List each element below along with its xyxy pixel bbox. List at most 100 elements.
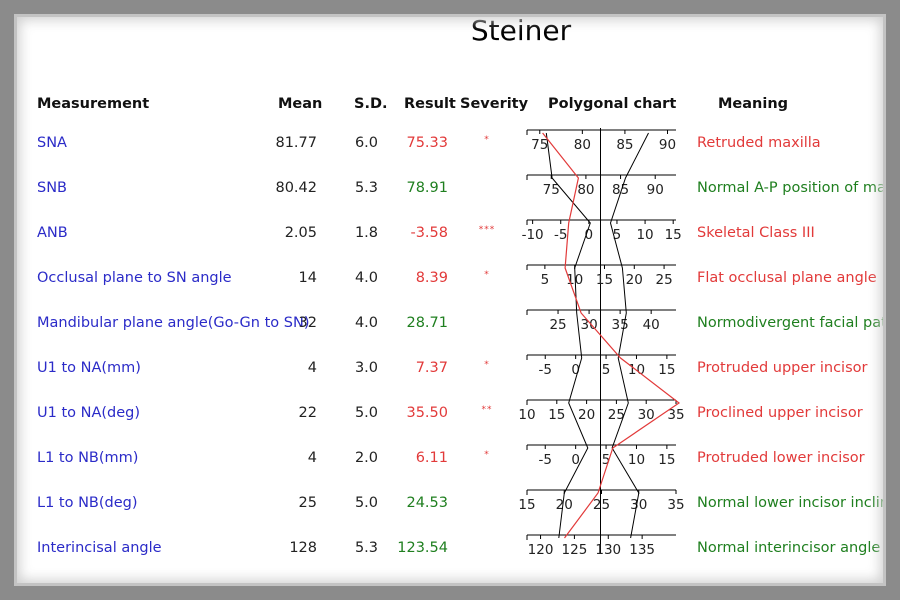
measurement-name[interactable]: U1 to NA(deg) (37, 405, 141, 421)
mean-value: 2.05 (284, 225, 317, 241)
tick-label: 80 (574, 137, 591, 153)
mean-value: 4 (307, 450, 317, 466)
tick-label: 90 (647, 182, 664, 198)
mean-value: 4 (307, 360, 317, 376)
header-mean: Mean (278, 96, 323, 112)
tick-label: 15 (658, 362, 675, 378)
tick-label: 15 (658, 452, 675, 468)
table-row: SNB 80.42 5.3 78.91 Normal A-P position of m… (0, 176, 900, 200)
result-value: 6.11 (415, 450, 448, 466)
table-row: U1 to NA(deg) 22 5.0 35.50 ** Proclined upper… (0, 401, 900, 425)
sd-value: 4.0 (354, 315, 378, 331)
sd-lower-boundary (545, 132, 591, 539)
sd-value: 1.8 (354, 225, 378, 241)
sd-value: 6.0 (354, 135, 378, 151)
tick-label: 125 (562, 542, 588, 558)
measurement-name[interactable]: L1 to NB(deg) (37, 495, 138, 511)
measurement-name[interactable]: U1 to NA(mm) (37, 360, 141, 376)
tick-label: 5 (541, 272, 550, 288)
measurement-name[interactable]: SNB (37, 180, 67, 196)
result-value: 35.50 (406, 405, 448, 421)
meaning-text: Normal lower incisor inclination (697, 495, 900, 511)
tick-label: 25 (608, 407, 625, 423)
sd-value: 5.0 (354, 405, 378, 421)
tick-label: 20 (626, 272, 643, 288)
tick-label: 30 (638, 407, 655, 423)
tick-label: 85 (616, 137, 633, 153)
tick-label: 0 (571, 452, 580, 468)
table-row: ANB 2.05 1.8 -3.58 *** Skeletal Class III (0, 221, 900, 245)
tick-label: -10 (522, 227, 544, 243)
measurement-name[interactable]: ANB (37, 225, 68, 241)
severity-stars: * (484, 270, 490, 280)
measurement-name[interactable]: Occlusal plane to SN angle (37, 270, 232, 286)
result-value: 24.53 (406, 495, 448, 511)
mean-value: 81.77 (275, 135, 317, 151)
tick-label: -5 (539, 452, 552, 468)
tick-label: 5 (602, 362, 611, 378)
sd-value: 5.3 (354, 540, 378, 556)
header-polygonal-chart: Polygonal chart (548, 96, 677, 112)
tick-label: 130 (595, 542, 621, 558)
severity-stars: * (484, 360, 490, 370)
mean-value: 25 (298, 495, 317, 511)
sd-value: 3.0 (354, 360, 378, 376)
table-row: Occlusal plane to SN angle 14 4.0 8.39 * Flat… (0, 266, 900, 290)
header-meaning: Meaning (718, 96, 789, 112)
header-severity: Severity (460, 96, 529, 112)
measurement-name[interactable]: L1 to NB(mm) (37, 450, 139, 466)
result-value: 28.71 (406, 315, 448, 331)
tick-label: 135 (629, 542, 655, 558)
measurement-name[interactable]: Interincisal angle (37, 540, 162, 556)
meaning-text: Protruded upper incisor (697, 360, 868, 376)
header-measurement: Measurement (37, 96, 150, 112)
result-value: 123.54 (397, 540, 448, 556)
table-row: Interincisal angle 128 5.3 123.54 Normal int… (0, 536, 900, 560)
sd-value: 5.0 (354, 495, 378, 511)
sd-upper-boundary (609, 132, 649, 539)
tick-label: 35 (667, 497, 684, 513)
tick-label: 25 (549, 317, 566, 333)
tick-label: 10 (636, 227, 653, 243)
tick-label: -5 (539, 362, 552, 378)
sd-value: 5.3 (354, 180, 378, 196)
severity-stars: *** (478, 225, 496, 235)
tick-label: 35 (612, 317, 629, 333)
severity-stars: * (484, 450, 490, 460)
mean-value: 14 (298, 270, 317, 286)
tick-label: 0 (585, 227, 594, 243)
meaning-text: Protruded lower incisor (697, 450, 865, 466)
tick-label: 20 (556, 497, 573, 513)
tick-label: 80 (577, 182, 594, 198)
tick-label: 90 (659, 137, 676, 153)
meaning-text: Retruded maxilla (697, 135, 821, 151)
tick-label: 15 (518, 497, 535, 513)
header-sd: S.D. (354, 96, 388, 112)
result-value: 8.39 (415, 270, 448, 286)
meaning-text: Normal A-P position of mandi (697, 180, 900, 196)
table-row: L1 to NB(mm) 4 2.0 6.11 * Protruded lower inc… (0, 446, 900, 470)
tick-label: 5 (613, 227, 622, 243)
tick-label: 15 (596, 272, 613, 288)
tick-label: 15 (548, 407, 565, 423)
meaning-text: Skeletal Class III (697, 225, 815, 241)
meaning-text: Normal interincisor angle (697, 540, 881, 556)
mean-value: 128 (289, 540, 317, 556)
tick-label: 85 (612, 182, 629, 198)
tick-label: 75 (543, 182, 560, 198)
header-result: Result (404, 96, 456, 112)
tick-label: 20 (578, 407, 595, 423)
measurement-name[interactable]: SNA (37, 135, 67, 151)
tick-label: 40 (643, 317, 660, 333)
steiner-title: Steiner (470, 14, 572, 47)
measurement-name[interactable]: Mandibular plane angle(Go-Gn to SN) (37, 315, 310, 331)
severity-stars: * (484, 135, 490, 145)
table-row: Mandibular plane angle(Go-Gn to SN) 32 4.0… (0, 311, 900, 335)
table-row: L1 to NB(deg) 25 5.0 24.53 Normal lower inci… (0, 491, 900, 515)
tick-label: 25 (655, 272, 672, 288)
table-row: SNA 81.77 6.0 75.33 * Retruded maxilla (0, 131, 900, 155)
mean-value: 22 (298, 405, 317, 421)
table-row: U1 to NA(mm) 4 3.0 7.37 * Protruded upper inc… (0, 356, 900, 380)
tick-label: 35 (667, 407, 684, 423)
